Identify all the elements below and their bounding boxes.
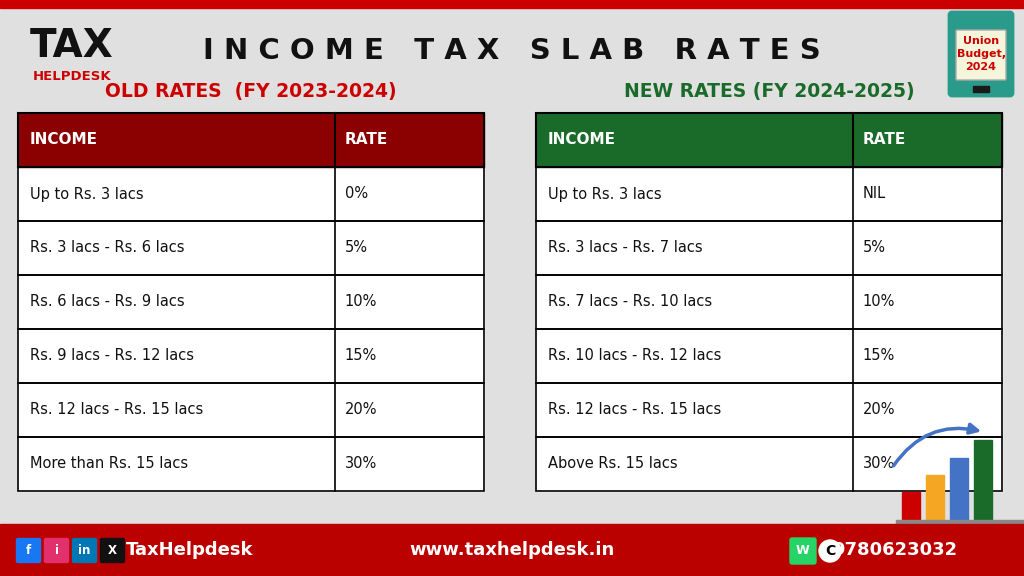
Text: f: f bbox=[26, 544, 31, 557]
FancyBboxPatch shape bbox=[44, 539, 69, 563]
Text: 0%: 0% bbox=[345, 187, 368, 202]
FancyBboxPatch shape bbox=[73, 539, 96, 563]
Text: INCOME: INCOME bbox=[30, 132, 98, 147]
Bar bbox=[18, 437, 484, 491]
Bar bbox=[18, 113, 484, 167]
Text: HELPDESK: HELPDESK bbox=[124, 306, 387, 350]
Text: 20%: 20% bbox=[863, 403, 895, 418]
Text: 15%: 15% bbox=[863, 348, 895, 363]
Bar bbox=[536, 329, 1002, 383]
Bar bbox=[18, 275, 484, 329]
Bar bbox=[0, 8, 1024, 106]
FancyBboxPatch shape bbox=[16, 539, 41, 563]
Text: Rs. 12 lacs - Rs. 15 lacs: Rs. 12 lacs - Rs. 15 lacs bbox=[30, 403, 203, 418]
Bar bbox=[18, 383, 484, 437]
Bar bbox=[0, 524, 1024, 576]
Text: Above Rs. 15 lacs: Above Rs. 15 lacs bbox=[548, 457, 678, 472]
Text: 5%: 5% bbox=[863, 241, 886, 256]
Bar bbox=[18, 383, 484, 437]
FancyBboxPatch shape bbox=[100, 539, 125, 563]
Text: 20%: 20% bbox=[345, 403, 378, 418]
Text: I N C O M E   T A X   S L A B   R A T E S: I N C O M E T A X S L A B R A T E S bbox=[203, 37, 821, 65]
Text: 30%: 30% bbox=[863, 457, 895, 472]
Text: Up to Rs. 3 lacs: Up to Rs. 3 lacs bbox=[548, 187, 662, 202]
Bar bbox=[536, 383, 1002, 437]
Bar bbox=[536, 221, 1002, 275]
Text: 10%: 10% bbox=[345, 294, 377, 309]
Bar bbox=[974, 440, 992, 520]
Bar bbox=[18, 113, 484, 167]
Text: HELPDESK: HELPDESK bbox=[33, 70, 112, 82]
Text: TAX: TAX bbox=[30, 27, 114, 65]
Text: Rs. 7 lacs - Rs. 10 lacs: Rs. 7 lacs - Rs. 10 lacs bbox=[548, 294, 712, 309]
Bar bbox=[18, 329, 484, 383]
Bar bbox=[536, 167, 1002, 221]
Text: 15%: 15% bbox=[345, 348, 377, 363]
Bar bbox=[18, 437, 484, 491]
Bar bbox=[18, 275, 484, 329]
Bar bbox=[18, 221, 484, 275]
Bar bbox=[536, 275, 1002, 329]
Bar bbox=[973, 86, 989, 92]
FancyBboxPatch shape bbox=[956, 30, 1006, 80]
Text: Rs. 3 lacs - Rs. 6 lacs: Rs. 3 lacs - Rs. 6 lacs bbox=[30, 241, 184, 256]
Bar bbox=[950, 458, 968, 520]
Text: i: i bbox=[54, 544, 58, 557]
Bar bbox=[536, 437, 1002, 491]
Text: Rs. 3 lacs - Rs. 7 lacs: Rs. 3 lacs - Rs. 7 lacs bbox=[548, 241, 702, 256]
Text: NIL: NIL bbox=[863, 187, 886, 202]
Bar bbox=[18, 167, 484, 221]
FancyArrowPatch shape bbox=[894, 425, 978, 466]
Bar bbox=[536, 437, 1002, 491]
Text: 30%: 30% bbox=[345, 457, 377, 472]
Circle shape bbox=[819, 540, 841, 562]
Text: Rs. 10 lacs - Rs. 12 lacs: Rs. 10 lacs - Rs. 12 lacs bbox=[548, 348, 721, 363]
Text: TAX: TAX bbox=[151, 234, 359, 328]
Text: www.taxhelpdesk.in: www.taxhelpdesk.in bbox=[410, 541, 614, 559]
Bar bbox=[18, 329, 484, 383]
Bar bbox=[926, 475, 944, 520]
Bar bbox=[536, 167, 1002, 221]
Bar bbox=[536, 221, 1002, 275]
Text: OLD RATES  (FY 2023-2024): OLD RATES (FY 2023-2024) bbox=[105, 81, 397, 100]
Bar bbox=[536, 113, 1002, 167]
Text: W: W bbox=[796, 544, 810, 558]
Text: NEW RATES (FY 2024-2025): NEW RATES (FY 2024-2025) bbox=[624, 81, 914, 100]
Bar bbox=[18, 221, 484, 275]
Bar bbox=[536, 113, 1002, 167]
Text: RATE: RATE bbox=[863, 132, 906, 147]
Text: C: C bbox=[825, 544, 836, 558]
Text: Rs. 9 lacs - Rs. 12 lacs: Rs. 9 lacs - Rs. 12 lacs bbox=[30, 348, 194, 363]
Bar bbox=[536, 383, 1002, 437]
Bar bbox=[896, 520, 1024, 526]
Bar bbox=[18, 167, 484, 221]
Text: 9780623032: 9780623032 bbox=[833, 541, 957, 559]
Bar bbox=[536, 329, 1002, 383]
Text: Union
Budget,
2024: Union Budget, 2024 bbox=[956, 36, 1006, 72]
Text: RATE: RATE bbox=[345, 132, 388, 147]
Text: Rs. 6 lacs - Rs. 9 lacs: Rs. 6 lacs - Rs. 9 lacs bbox=[30, 294, 184, 309]
Text: 5%: 5% bbox=[345, 241, 368, 256]
Text: in: in bbox=[78, 544, 91, 557]
Text: TaxHelpdesk: TaxHelpdesk bbox=[126, 541, 254, 559]
Text: 10%: 10% bbox=[863, 294, 895, 309]
Text: INCOME: INCOME bbox=[548, 132, 616, 147]
Bar bbox=[0, 0, 1024, 8]
Text: Up to Rs. 3 lacs: Up to Rs. 3 lacs bbox=[30, 187, 143, 202]
Bar bbox=[536, 275, 1002, 329]
Text: More than Rs. 15 lacs: More than Rs. 15 lacs bbox=[30, 457, 188, 472]
Text: X: X bbox=[108, 544, 117, 557]
Bar bbox=[902, 492, 920, 520]
Text: Rs. 12 lacs - Rs. 15 lacs: Rs. 12 lacs - Rs. 15 lacs bbox=[548, 403, 721, 418]
FancyBboxPatch shape bbox=[949, 12, 1013, 96]
FancyBboxPatch shape bbox=[790, 538, 816, 564]
